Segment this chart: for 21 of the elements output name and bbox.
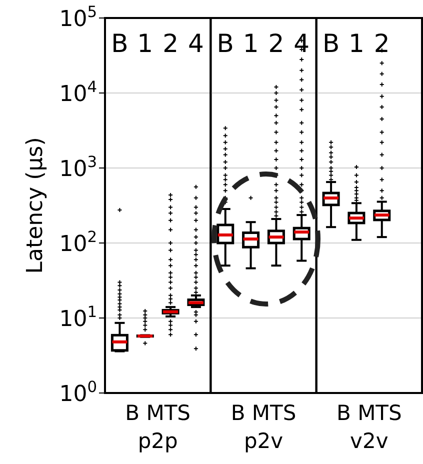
y-tick-label: 10$^{0}$: [59, 378, 97, 407]
x-tick-label: 2: [162, 29, 178, 58]
x-tick-label: 1: [242, 29, 259, 58]
x-tick-label: 4: [188, 29, 204, 58]
x-tick-label: 1: [137, 29, 154, 58]
y-tick-label: 10$^{5}$: [59, 3, 97, 32]
y-tick-label: 10$^{2}$: [59, 228, 97, 257]
y-axis-title: Latency (μs): [23, 137, 48, 274]
y-tick-label: 10$^{3}$: [59, 153, 97, 182]
x-axis-title: B MTS p2p: [125, 401, 191, 453]
x-axis-title: B MTS p2v: [230, 401, 296, 453]
x-tick-label: 2: [374, 29, 390, 58]
x-tick-label: 2: [268, 29, 284, 58]
x-tick-label: B: [111, 29, 128, 58]
x-tick-label: 4: [294, 29, 310, 58]
x-axis-title: B MTS v2v: [336, 401, 402, 453]
y-tick-label: 10$^{4}$: [59, 78, 97, 107]
y-tick-label: 10$^{1}$: [59, 303, 97, 332]
x-tick-label: B: [322, 29, 340, 58]
x-tick-label: B: [216, 29, 234, 58]
x-tick-label: 1: [348, 29, 364, 58]
